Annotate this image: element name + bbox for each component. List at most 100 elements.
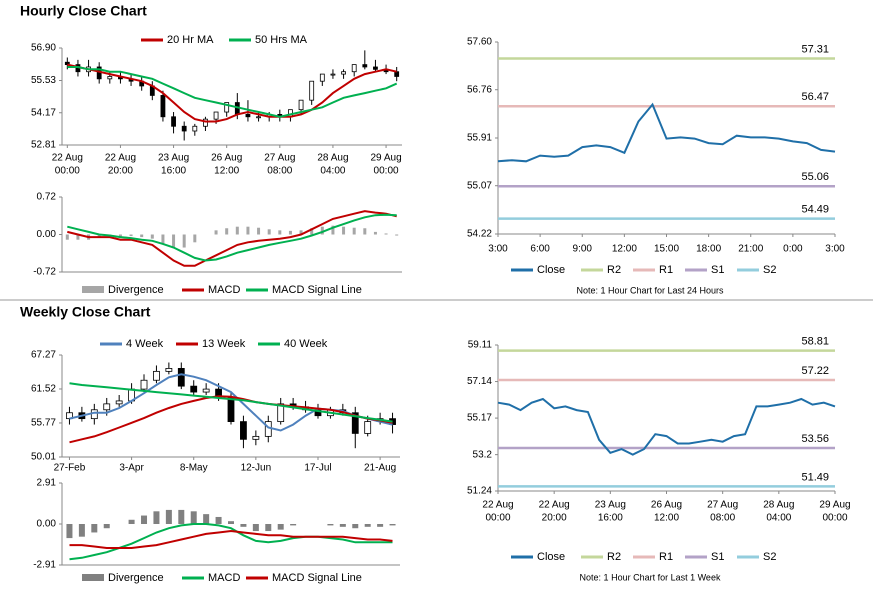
x-tick-label: 16:00 [161, 166, 186, 177]
candle-body [181, 125, 187, 132]
x-tick-label: 04:00 [766, 513, 791, 524]
x-tick-label: 26 Aug [211, 153, 242, 164]
candle-body [202, 388, 210, 393]
divergence-bar [257, 227, 261, 235]
y-tick-label: 55.77 [31, 418, 56, 429]
series-line [69, 523, 393, 561]
legend-label: Close [537, 551, 565, 563]
divergence-bar [172, 234, 176, 248]
divergence-bar [290, 524, 297, 526]
x-tick-label: 18:00 [696, 244, 721, 255]
legend-label: 13 Week [202, 338, 246, 350]
divergence-bar [331, 225, 335, 235]
y-tick-label: 54.22 [467, 229, 492, 240]
legend-label: Divergence [108, 284, 164, 296]
series-line [69, 382, 393, 423]
candle-body [245, 114, 251, 118]
divergence-bar [352, 524, 359, 529]
x-tick-label: 29 Aug [819, 500, 850, 511]
y-tick-label: 52.81 [31, 140, 56, 151]
x-tick-label: 08:00 [267, 166, 292, 177]
y-tick-label: 53.2 [473, 449, 493, 460]
candle-body [227, 397, 235, 423]
divergence-bar [352, 227, 356, 235]
x-tick-label: 21:00 [738, 244, 763, 255]
candle-body [314, 409, 322, 417]
divergence-bar [129, 234, 133, 237]
divergence-bar [235, 226, 239, 235]
x-tick-label: 21-Aug [364, 463, 396, 474]
level-label: 57.22 [801, 365, 829, 377]
legend-label: 20 Hr MA [167, 34, 214, 46]
divergence-bar [395, 234, 399, 236]
candle-body [364, 421, 372, 434]
x-tick-label: 28 Aug [317, 153, 348, 164]
x-tick-label: 16:00 [598, 513, 623, 524]
divergence-bar [265, 524, 272, 532]
divergence-bar [178, 509, 185, 524]
legend-label: R2 [607, 551, 621, 563]
candle-body [160, 95, 166, 118]
x-tick-label: 29 Aug [370, 153, 401, 164]
y-tick-label: 56.90 [31, 43, 56, 54]
x-tick-label: 22 Aug [539, 500, 570, 511]
series-line [67, 210, 397, 267]
candle-body [107, 76, 113, 80]
divergence-bar [118, 234, 122, 238]
y-tick-label: 55.07 [467, 180, 492, 191]
y-tick-label: 2.91 [37, 478, 57, 489]
y-tick-label: -0.72 [33, 267, 56, 278]
candle-body [330, 73, 336, 76]
x-tick-label: 3:00 [825, 244, 845, 255]
candle-body [277, 403, 285, 423]
x-tick-label: 00:00 [485, 513, 510, 524]
divergence-bar [320, 226, 324, 235]
divergence-bar [65, 234, 69, 240]
candle-body [362, 64, 368, 68]
y-tick-label: 59.11 [468, 340, 493, 351]
x-tick-label: 12:00 [654, 513, 679, 524]
candle-body [319, 73, 325, 82]
candle-body [115, 400, 123, 405]
x-tick-label: 27 Aug [264, 153, 295, 164]
candle-body [298, 99, 304, 111]
candle-body [256, 116, 261, 119]
y-tick-label: 50.01 [31, 452, 56, 463]
divergence-bar [165, 509, 172, 524]
divergence-bar [66, 524, 73, 539]
y-tick-label: 0.00 [37, 229, 57, 240]
divergence-bar [278, 230, 282, 235]
x-tick-label: 28 Aug [763, 500, 794, 511]
y-tick-label: 55.53 [31, 75, 56, 86]
divergence-bar [78, 524, 85, 537]
divergence-bar [277, 524, 284, 530]
y-tick-label: -2.91 [33, 560, 56, 571]
divergence-bar [228, 521, 234, 524]
note: Note: 1 Hour Chart for Last 1 Week [580, 572, 721, 582]
y-tick-label: 56.76 [467, 84, 492, 95]
y-tick-label: 61.52 [31, 384, 56, 395]
candle-body [351, 64, 357, 73]
note: Note: 1 Hour Chart for Last 24 Hours [576, 285, 724, 295]
divergence-bar [182, 234, 186, 248]
candle-body [224, 102, 230, 113]
divergence-bar [141, 515, 148, 524]
legend-label: MACD [208, 572, 240, 584]
candle-body [351, 412, 359, 434]
divergence-bar [384, 233, 388, 235]
level-label: 57.31 [801, 43, 829, 55]
level-label: 53.56 [801, 433, 829, 445]
x-tick-label: 9:00 [573, 244, 593, 255]
divergence-bar [150, 234, 154, 239]
legend-label: MACD [208, 284, 240, 296]
x-tick-label: 12:00 [612, 244, 637, 255]
candle-body [140, 379, 148, 390]
divergence-bar [310, 228, 314, 235]
section-title: Weekly Close Chart [20, 304, 151, 320]
divergence-bar [161, 234, 165, 244]
divergence-bar [76, 234, 80, 240]
x-tick-label: 12-Jun [241, 463, 272, 474]
legend-label: R1 [659, 551, 673, 563]
legend-label: MACD Signal Line [272, 284, 362, 296]
y-tick-label: 55.17 [467, 413, 492, 424]
